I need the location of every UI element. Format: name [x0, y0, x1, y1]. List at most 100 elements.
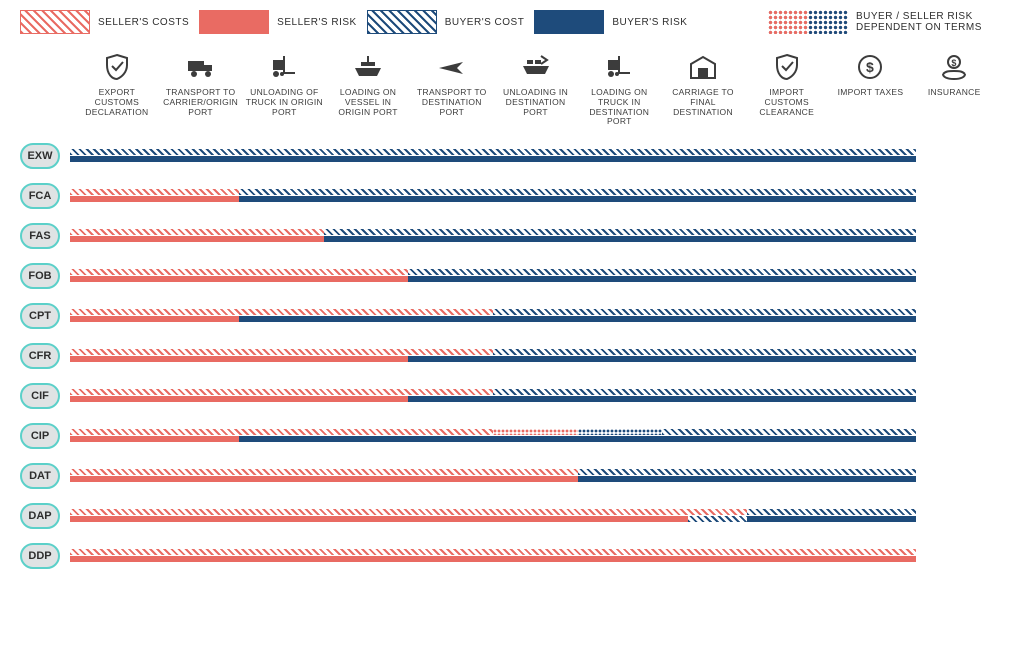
term-badge: DDP — [20, 543, 60, 569]
bar-cost — [70, 469, 916, 475]
bar-cost — [70, 509, 916, 515]
segment-sr-risk — [70, 236, 324, 242]
segment-by-risk — [239, 196, 916, 202]
insurance-segment-depend-red — [926, 189, 961, 203]
forklift-icon — [244, 52, 324, 82]
term-row-exw: EXW — [20, 143, 996, 169]
legend-label: BUYER / SELLER RISK DEPENDENT ON TERMS — [856, 11, 996, 33]
legend-seller-cost: SELLER'S COSTS — [20, 10, 189, 34]
term-badge: CIF — [20, 383, 60, 409]
legend-seller-risk: SELLER'S RISK — [199, 10, 357, 34]
segment-sr-risk — [70, 396, 408, 402]
swatch-seller-cost — [20, 10, 90, 34]
segment-sr-risk — [70, 556, 916, 562]
segment-sr-cost — [70, 509, 747, 515]
stage-transport_dest: TRANSPORT TO DESTINATION PORT — [410, 52, 494, 127]
stage-label: TRANSPORT TO DESTINATION PORT — [412, 88, 492, 117]
segment-by-risk — [747, 516, 916, 522]
forklift-icon — [579, 52, 659, 82]
insurance-cell — [926, 189, 996, 203]
segment-sr-risk — [70, 196, 239, 202]
swatch-buyer-cost — [367, 10, 437, 34]
swatch-dependent — [768, 10, 848, 34]
svg-text:$: $ — [866, 59, 874, 75]
bar-cost — [70, 269, 916, 275]
stage-label: UNLOADING IN DESTINATION PORT — [496, 88, 576, 117]
swatch-buyer-risk — [534, 10, 604, 34]
dollar-circle-icon: $ — [831, 52, 911, 82]
segment-sr-cost — [70, 549, 916, 555]
term-bars — [70, 229, 916, 243]
bar-cost — [70, 309, 916, 315]
bar-risk — [70, 436, 916, 442]
insurance-cell — [926, 549, 996, 563]
segment-by-risk — [324, 236, 916, 242]
segment-sr-risk — [70, 476, 578, 482]
segment-by-cost — [578, 469, 916, 475]
term-badge: DAP — [20, 503, 60, 529]
insurance-segment-depend-red — [926, 549, 961, 563]
term-row-cpt: CPT — [20, 303, 996, 329]
bar-risk — [70, 556, 916, 562]
segment-sr-cost — [70, 309, 493, 315]
bar-cost — [70, 429, 916, 435]
insurance-segment-depend-blue — [961, 549, 996, 563]
term-row-fca: FCA — [20, 183, 996, 209]
insurance-segment-depend-blue — [961, 149, 996, 163]
bar-risk — [70, 356, 916, 362]
insurance-cell — [926, 469, 996, 483]
insurance-segment-depend-blue — [961, 189, 996, 203]
segment-by-risk — [408, 276, 916, 282]
stage-label: IMPORT CUSTOMS CLEARANCE — [747, 88, 827, 117]
segment-sr-cost — [70, 389, 493, 395]
stage-label: IMPORT TAXES — [831, 88, 911, 98]
segment-by-cost — [70, 149, 916, 155]
stage-load_truck_dest: LOADING ON TRUCK IN DESTINATION PORT — [577, 52, 661, 127]
insurance-cell — [926, 389, 996, 403]
plane-icon — [412, 52, 492, 82]
term-bars — [70, 349, 916, 363]
stage-header-row: EXPORT CUSTOMS DECLARATIONTRANSPORT TO C… — [75, 52, 996, 127]
bar-risk — [70, 276, 916, 282]
stage-transport_origin: TRANSPORT TO CARRIER/ORIGIN PORT — [159, 52, 243, 127]
insurance-segment-depend-red — [926, 309, 961, 323]
insurance-segment-depend-red — [926, 509, 961, 523]
segment-by-risk — [408, 396, 916, 402]
segment-by-risk — [70, 156, 916, 162]
segment-depend-red — [493, 429, 578, 435]
bar-cost — [70, 549, 916, 555]
term-row-fob: FOB — [20, 263, 996, 289]
stage-label: CARRIAGE TO FINAL DESTINATION — [663, 88, 743, 117]
bar-risk — [70, 196, 916, 202]
legend-dependent: BUYER / SELLER RISK DEPENDENT ON TERMS — [768, 10, 996, 34]
legend-label: BUYER'S RISK — [612, 17, 687, 28]
insurance-segment-depend-blue — [961, 349, 996, 363]
stage-label: EXPORT CUSTOMS DECLARATION — [77, 88, 157, 117]
bar-risk — [70, 516, 916, 522]
term-row-cif: CIF — [20, 383, 996, 409]
stage-label: INSURANCE — [914, 88, 994, 98]
term-row-cfr: CFR — [20, 343, 996, 369]
insurance-segment-depend-red — [926, 149, 961, 163]
insurance-cell — [926, 429, 996, 443]
bar-cost — [70, 149, 916, 155]
insurance-segment-depend-blue — [961, 229, 996, 243]
term-bars — [70, 389, 916, 403]
insurance-segment-sr-risk — [926, 389, 996, 403]
insurance-segment-sr-risk — [926, 429, 996, 443]
segment-sr-risk — [70, 436, 239, 442]
segment-sr-cost — [70, 189, 239, 195]
segment-by-cost — [747, 509, 916, 515]
segment-sr-cost — [70, 269, 408, 275]
stage-insurance: $ INSURANCE — [912, 52, 996, 127]
stage-unload_origin: UNLOADING OF TRUCK IN ORIGIN PORT — [242, 52, 326, 127]
truck-icon — [161, 52, 241, 82]
segment-by-cost — [688, 516, 747, 522]
insurance-segment-depend-blue — [961, 469, 996, 483]
shield-check-icon — [747, 52, 827, 82]
bar-cost — [70, 349, 916, 355]
svg-text:$: $ — [952, 58, 957, 68]
term-bars — [70, 189, 916, 203]
segment-by-risk — [239, 316, 916, 322]
legend: SELLER'S COSTS SELLER'S RISK BUYER'S COS… — [20, 10, 996, 34]
